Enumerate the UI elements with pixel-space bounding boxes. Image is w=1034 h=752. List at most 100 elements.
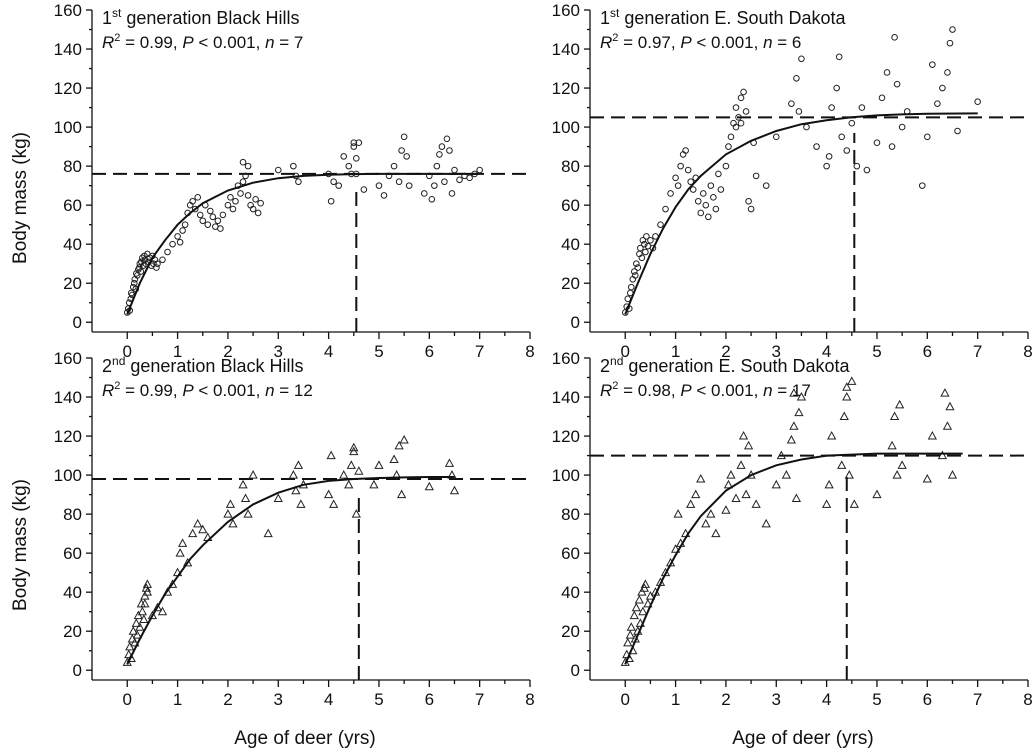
- panel-2-data-point: [798, 55, 805, 63]
- panel-1-x-tick-label: 4: [324, 342, 333, 361]
- panel-4-axes: 0 20 40 60 80 100 120 140 160 0 1 2 3 4 5 6 7 8: [552, 349, 1033, 709]
- panel-1-data-point: [227, 194, 234, 201]
- panel-4-points: [620, 376, 958, 666]
- panel-1-data-point: [239, 178, 247, 186]
- panel-2-data-point: [944, 69, 951, 76]
- panel-2-data-point: [637, 244, 644, 252]
- y-axis-label-top: Body mass (kg): [10, 132, 31, 264]
- panel-1-y-tick-label: 120: [54, 79, 82, 98]
- panel-1-data-point: [400, 133, 408, 141]
- panel-1-data-point: [380, 192, 388, 199]
- panel-2-data-point: [689, 186, 697, 193]
- panel-4-y-tick-label: 80: [561, 505, 580, 524]
- panel-4-data-point: [889, 411, 900, 421]
- panel-3-data-point: [132, 630, 142, 639]
- panel-4-data-point: [942, 421, 953, 430]
- panel-3-points: [122, 434, 460, 666]
- panel-1-data-point: [136, 264, 143, 271]
- panel-1-data-point: [327, 197, 335, 205]
- panel-2-x-tick-label: 0: [621, 342, 630, 361]
- panel-1-data-point: [130, 279, 138, 287]
- panel-1-x-tick-label: 1: [173, 342, 182, 361]
- panel-4-x-tick-label: 0: [621, 690, 630, 709]
- panel-4-data-point: [842, 382, 852, 391]
- panel-3-data-point: [128, 626, 138, 635]
- panel-2-data-point: [727, 133, 735, 141]
- panel-2-data-point: [772, 133, 780, 141]
- panel-1-data-point: [207, 207, 214, 215]
- panel-1-data-point: [345, 162, 353, 170]
- panel-4-data-point: [824, 479, 834, 489]
- panel-3-data-point: [157, 606, 168, 616]
- panel-2-data-point: [643, 233, 650, 240]
- panel-2: 0 20 40 60 80 100 120 140 160 0 1 2 3 4 5 6 7 8 1st gener…: [552, 1, 1033, 361]
- panel-2-data-point: [828, 104, 835, 111]
- panel-2-data-point: [633, 260, 640, 267]
- panel-2-data-point: [843, 147, 851, 154]
- panel-1-data-point: [204, 221, 212, 228]
- panel-1-data-point: [232, 197, 239, 205]
- panel-2-data-point: [823, 162, 830, 170]
- panel-2-data-point: [853, 162, 861, 170]
- panel-2-data-point: [712, 205, 720, 213]
- panel-4-y-tick-label: 120: [552, 427, 580, 446]
- panel-4-data-point: [940, 388, 950, 397]
- panel-2-data-point: [634, 264, 642, 271]
- panel-1-reference-lines: [92, 172, 528, 332]
- panel-2-data-point: [639, 236, 647, 244]
- panel-3-title: 2nd generation Black Hills: [102, 354, 303, 376]
- panel-1-y-tick-label: 100: [54, 118, 82, 137]
- panel-3-data-point: [346, 460, 356, 469]
- panel-2-x-tick-label: 4: [822, 342, 831, 361]
- panel-1-data-point: [330, 178, 337, 186]
- panel-3-data-point: [139, 614, 149, 624]
- panel-2-data-point: [687, 178, 694, 186]
- panel-1-data-point: [355, 139, 363, 147]
- panel-1-x-tick-label: 6: [425, 342, 434, 361]
- panel-4-x-tick-label: 2: [721, 690, 730, 709]
- panel-4-x-tick-label: 5: [872, 690, 881, 709]
- panel-2-data-point: [873, 139, 881, 147]
- panel-1-data-point: [375, 182, 383, 189]
- panel-2-data-point: [710, 194, 717, 201]
- panel-1-x-tick-label: 8: [525, 342, 534, 361]
- panel-1-data-point: [290, 162, 297, 170]
- panel-1-data-point: [466, 174, 473, 182]
- panel-1-data-point: [179, 227, 186, 234]
- panel-3-data-point: [140, 598, 150, 608]
- panel-1-data-point: [360, 186, 368, 193]
- panel-4-x-tick-label: 6: [923, 690, 932, 709]
- panel-2-data-point: [737, 119, 745, 127]
- panel-3-y-tick-label: 100: [54, 466, 82, 485]
- panel-1-data-point: [257, 199, 264, 207]
- panel-3-x-tick-label: 0: [123, 690, 132, 709]
- panel-1-data-point: [137, 268, 145, 275]
- panel-4-data-point: [634, 594, 644, 604]
- panel-2-x-tick-label: 8: [1023, 342, 1032, 361]
- panel-3-y-tick-label: 0: [73, 661, 82, 680]
- panel-1-data-point: [451, 166, 458, 174]
- panel-2-data-point: [715, 170, 722, 178]
- panel-1-data-point: [353, 155, 360, 162]
- panel-2-x-tick-label: 3: [772, 342, 781, 361]
- panel-3-data-point: [152, 602, 163, 612]
- panel-3-data-point: [175, 548, 185, 557]
- panel-2-data-point: [742, 108, 750, 115]
- panel-3-y-tick-label: 120: [54, 427, 82, 446]
- panel-3-y-tick-label: 160: [54, 349, 82, 368]
- panel-3-x-tick-label: 8: [525, 690, 534, 709]
- panel-3-data-point: [354, 466, 364, 475]
- panel-2-data-point: [745, 197, 752, 205]
- panel-4-data-point: [741, 489, 751, 499]
- panel-1-data-point: [335, 182, 342, 189]
- panel-1-y-tick-label: 0: [73, 313, 82, 332]
- panel-2-data-point: [795, 108, 803, 115]
- panel-4-data-point: [721, 505, 731, 514]
- panel-4-data-point: [827, 431, 837, 440]
- panel-4-x-tick-label: 1: [671, 690, 680, 709]
- panel-4-data-point: [771, 479, 781, 489]
- panel-4-data-point: [844, 470, 854, 479]
- panel-3-data-point: [228, 518, 238, 528]
- panel-4-data-point: [794, 407, 804, 417]
